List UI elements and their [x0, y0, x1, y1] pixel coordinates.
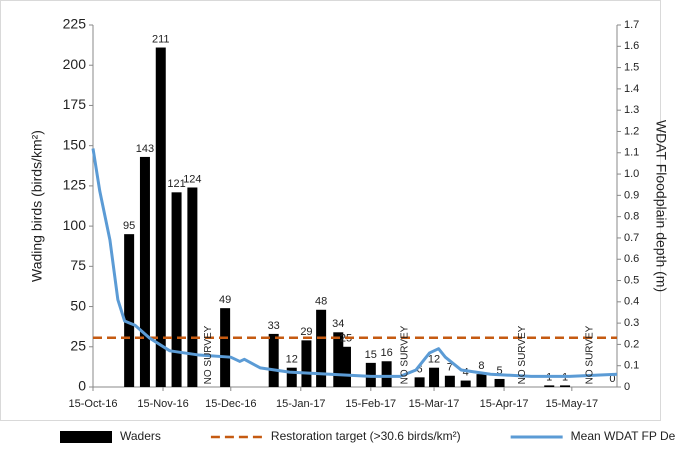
- y-tick-label: 0: [78, 378, 86, 394]
- y-axis-title: Wading birds (birds/km²): [29, 130, 45, 282]
- data-label: 33: [268, 320, 280, 332]
- data-label: 8: [478, 360, 484, 372]
- data-label: 0: [609, 373, 615, 385]
- bar: [460, 380, 471, 387]
- data-label: 6: [417, 363, 423, 375]
- x-tick-label: 15-Oct-16: [69, 398, 118, 410]
- bar: [155, 47, 166, 387]
- y-tick-label: 225: [63, 16, 87, 32]
- data-label: 124: [183, 173, 201, 185]
- x-tick-label: 15-May-17: [546, 398, 599, 410]
- y2-tick-label: 1.7: [624, 19, 639, 31]
- bar: [286, 367, 297, 387]
- bar: [316, 309, 327, 387]
- bar: [560, 385, 571, 387]
- data-label: 34: [332, 318, 344, 330]
- y2-tick-label: 0.5: [624, 274, 639, 286]
- bar: [124, 234, 135, 387]
- data-label: 12: [286, 354, 298, 366]
- y2-tick-label: 0.3: [624, 317, 639, 329]
- bar: [301, 340, 312, 387]
- bar: [333, 332, 344, 387]
- y2-tick-label: 0.9: [624, 189, 639, 201]
- y-tick-label: 75: [70, 257, 86, 273]
- bar: [340, 346, 351, 387]
- bar: [139, 156, 150, 387]
- y2-tick-label: 1.0: [624, 168, 639, 180]
- data-label: 48: [315, 296, 327, 308]
- data-label: 49: [219, 294, 231, 306]
- data-label: 5: [496, 365, 502, 377]
- x-tick-label: 15-Nov-16: [137, 398, 188, 410]
- data-label: 211: [152, 33, 170, 45]
- legend-label: Mean WDAT FP Depth: [571, 429, 675, 443]
- data-label: 16: [380, 347, 392, 359]
- y2-tick-label: 0: [624, 381, 630, 393]
- bar: [414, 377, 425, 387]
- legend-swatch: [60, 431, 112, 443]
- bar: [429, 367, 440, 387]
- bar: [268, 333, 279, 387]
- y2-tick-label: 1.2: [624, 125, 639, 137]
- x-tick-label: 15-Jan-17: [276, 398, 326, 410]
- y2-tick-label: 1.4: [624, 83, 639, 95]
- legend-label: Restoration target (>30.6 birds/km²): [271, 429, 461, 443]
- chart-border: [0, 0, 661, 421]
- depth-line: [91, 148, 618, 378]
- x-tick-label: 15-Apr-17: [480, 398, 529, 410]
- y2-tick-label: 1.3: [624, 104, 639, 116]
- data-label: 29: [300, 326, 312, 338]
- bar: [220, 308, 231, 387]
- data-label: 95: [123, 220, 135, 232]
- no-survey-note: NO SURVEY: [585, 325, 596, 384]
- data-label: 4: [463, 366, 469, 378]
- y-tick-label: 50: [70, 297, 86, 313]
- x-tick-label: 15-Mar-17: [409, 398, 460, 410]
- y2-axis-title: WDAT Floodplain depth (m): [653, 120, 669, 292]
- no-survey-note: NO SURVEY: [517, 325, 528, 384]
- y2-tick-label: 0.2: [624, 338, 639, 350]
- data-label: 143: [136, 143, 154, 155]
- y2-tick-label: 1.1: [624, 147, 639, 159]
- y-tick-label: 25: [70, 337, 86, 353]
- y2-tick-label: 0.8: [624, 211, 639, 223]
- y-tick-label: 175: [63, 96, 87, 112]
- y-tick-label: 125: [63, 177, 87, 193]
- bar: [444, 375, 455, 387]
- y-tick-label: 150: [63, 136, 87, 152]
- y-tick-label: 200: [63, 56, 87, 72]
- data-label: 15: [365, 349, 377, 361]
- legend-label: Waders: [120, 429, 161, 443]
- y-tick-label: 100: [63, 217, 87, 233]
- y2-tick-label: 0.1: [624, 360, 639, 372]
- data-label: 7: [447, 362, 453, 374]
- y2-tick-label: 0.6: [624, 253, 639, 265]
- y2-tick-label: 0.7: [624, 232, 639, 244]
- x-tick-label: 15-Dec-16: [205, 398, 256, 410]
- bar: [171, 192, 182, 387]
- y2-tick-label: 1.5: [624, 61, 639, 73]
- x-tick-label: 15-Feb-17: [345, 398, 396, 410]
- data-label: 12: [428, 354, 440, 366]
- bar: [187, 187, 198, 387]
- no-survey-note: NO SURVEY: [399, 325, 410, 384]
- bar: [476, 374, 487, 387]
- bar: [494, 378, 505, 387]
- y2-tick-label: 0.4: [624, 296, 639, 308]
- bar: [381, 361, 392, 387]
- bar: [544, 385, 555, 387]
- y2-tick-label: 1.6: [624, 40, 639, 52]
- data-label: 121: [167, 178, 185, 190]
- no-survey-note: NO SURVEY: [203, 325, 214, 384]
